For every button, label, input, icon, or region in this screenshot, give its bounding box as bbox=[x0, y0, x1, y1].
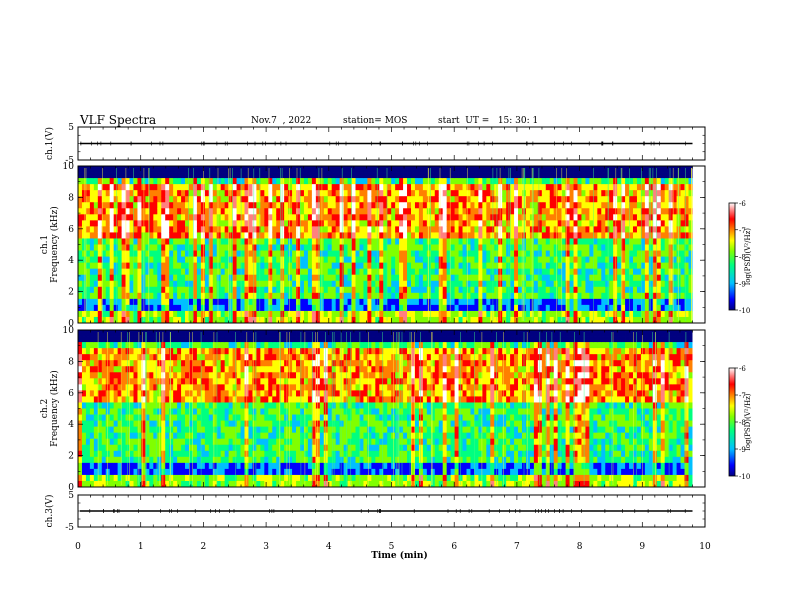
colorbar-1 bbox=[728, 367, 736, 477]
colorbar-tick-1-1: -7 bbox=[739, 392, 746, 400]
xtick-label-10: 10 bbox=[699, 542, 711, 552]
ytick-label-p1-2: 4 bbox=[68, 256, 74, 266]
ytick-label-p2-4: 8 bbox=[68, 357, 74, 367]
ytick-label-p2-3: 6 bbox=[68, 389, 74, 399]
x-axis-label: Time (min) bbox=[371, 550, 428, 561]
colorbar-tick-1-3: -9 bbox=[739, 446, 746, 454]
xtick-label-2: 2 bbox=[201, 542, 207, 552]
colorbar-tick-0-4: -10 bbox=[739, 307, 750, 315]
ylabel-p3: ch.3(V) bbox=[44, 495, 55, 528]
xtick-label-3: 3 bbox=[263, 542, 269, 552]
ytick-label-p3-0: 5 bbox=[68, 491, 74, 501]
colorbar-tick-1-2: -8 bbox=[739, 419, 746, 427]
xtick-label-6: 6 bbox=[451, 542, 457, 552]
station-label: station= MOS bbox=[343, 116, 408, 126]
ytick-label-p1-5: 10 bbox=[63, 162, 75, 172]
xtick-label-5: 5 bbox=[389, 542, 395, 552]
ylabel-p1-1: Frequency (kHz) bbox=[49, 206, 60, 283]
xtick-label-1: 1 bbox=[138, 542, 144, 552]
colorbar-0 bbox=[728, 202, 736, 311]
date-label: Nov.7 , 2022 bbox=[251, 116, 312, 126]
ytick-label-p0-0: 5 bbox=[68, 123, 74, 133]
ytick-label-p2-2: 4 bbox=[68, 420, 74, 430]
start-ut-label: start UT = 15: 30: 1 bbox=[438, 116, 539, 126]
xtick-label-7: 7 bbox=[514, 542, 520, 552]
spectrogram-ch1 bbox=[78, 166, 705, 324]
colorbar-tick-0-0: -6 bbox=[739, 200, 746, 208]
ytick-label-p3-1: -5 bbox=[65, 523, 74, 533]
ylabel-p2-1: Frequency (kHz) bbox=[49, 370, 60, 447]
ytick-label-p1-1: 2 bbox=[68, 288, 74, 298]
xtick-label-9: 9 bbox=[639, 542, 645, 552]
xtick-label-8: 8 bbox=[577, 542, 583, 552]
ytick-label-p1-0: 0 bbox=[68, 319, 74, 329]
ytick-label-p2-5: 10 bbox=[63, 326, 75, 336]
colorbar-tick-0-2: -8 bbox=[739, 254, 746, 262]
colorbar-tick-0-3: -9 bbox=[739, 280, 746, 288]
ytick-label-p1-3: 6 bbox=[68, 225, 74, 235]
colorbar-tick-0-1: -7 bbox=[739, 227, 746, 235]
ytick-label-p0-1: -5 bbox=[65, 156, 74, 166]
ytick-label-p2-0: 0 bbox=[68, 483, 74, 493]
colorbar-tick-1-4: -10 bbox=[739, 473, 750, 481]
colorbar-tick-1-0: -6 bbox=[739, 365, 746, 373]
ylabel-p1-0: ch.1 bbox=[40, 235, 50, 254]
chart-title: VLF Spectra bbox=[80, 113, 157, 127]
xtick-label-0: 0 bbox=[75, 542, 81, 552]
ytick-label-p1-4: 8 bbox=[68, 193, 74, 203]
colorbar-label-0: log(PSD)(V²/Hz) bbox=[744, 228, 752, 285]
colorbar-label-1: log(PSD)(V²/Hz) bbox=[744, 393, 752, 450]
ylabel-p2-0: ch.2 bbox=[40, 399, 50, 418]
xtick-label-4: 4 bbox=[326, 542, 332, 552]
ytick-label-p2-1: 2 bbox=[68, 452, 74, 462]
spectrogram-ch2 bbox=[78, 330, 705, 488]
ylabel-p0: ch.1(V) bbox=[44, 127, 55, 160]
